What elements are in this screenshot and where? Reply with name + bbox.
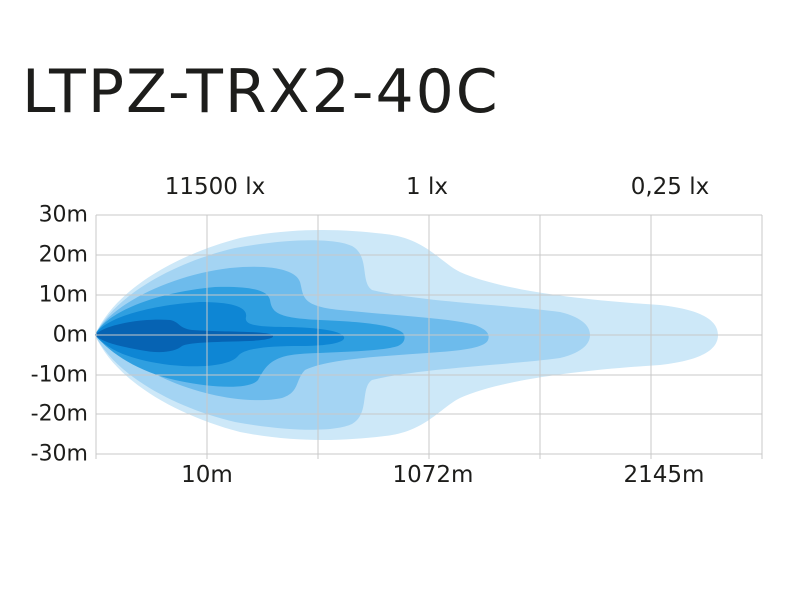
y-tick-20: 20m [38,242,88,268]
lux-label-1: 1 lx [406,174,448,200]
grid-lines [95,214,763,459]
x-tick-10m: 10m [181,462,233,488]
beam-zone-11500lx [95,319,274,353]
lux-label-025: 0,25 lx [630,174,710,200]
y-tick-0: 0m [52,322,88,348]
y-tick-10: 10m [38,282,88,308]
chart-title: LTPZ-TRX2-40C [22,57,500,127]
y-tick-minus-10: -10m [30,362,88,388]
y-tick-minus-20: -20m [30,401,88,427]
y-tick-30: 30m [38,202,88,228]
y-tick-minus-30: -30m [30,441,88,467]
x-tick-1072m: 1072m [392,462,474,488]
x-tick-2145m: 2145m [623,462,705,488]
lux-label-11500: 11500 lx [164,174,266,200]
